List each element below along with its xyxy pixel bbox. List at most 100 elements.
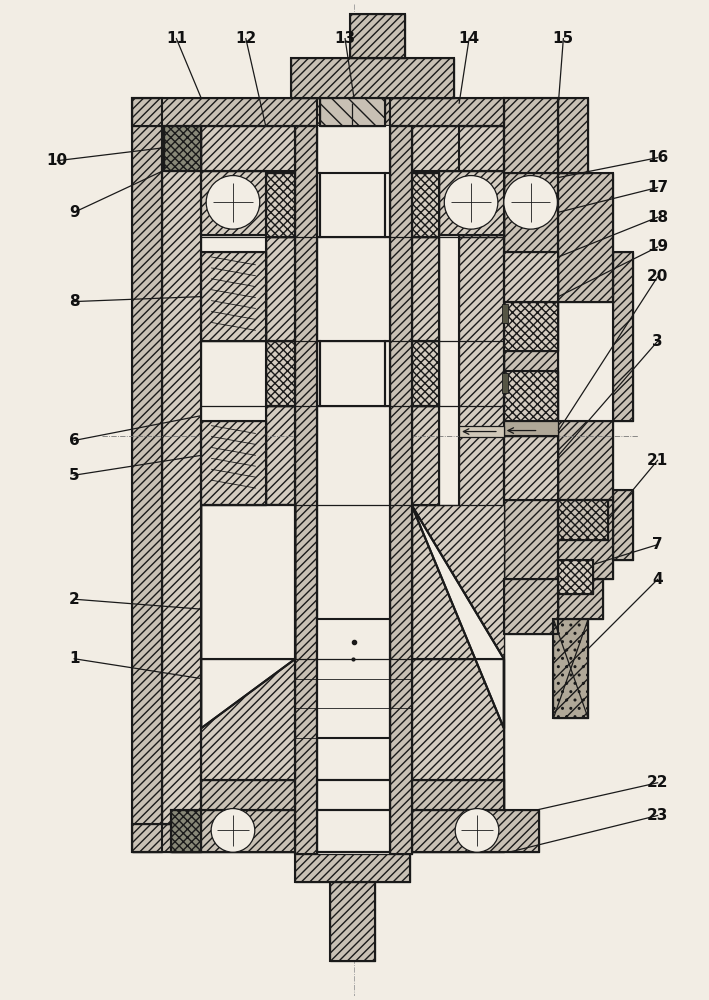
Bar <box>330 882 375 961</box>
Text: 23: 23 <box>647 808 669 823</box>
Bar <box>504 465 559 619</box>
Bar <box>504 98 559 173</box>
Bar <box>296 126 318 854</box>
Text: 4: 4 <box>652 572 663 587</box>
Bar <box>201 252 266 341</box>
Bar <box>172 810 201 852</box>
Bar <box>201 659 504 780</box>
Bar <box>172 810 539 852</box>
Bar <box>459 126 504 824</box>
Bar <box>559 579 603 619</box>
Polygon shape <box>411 505 504 728</box>
Text: 22: 22 <box>647 775 669 790</box>
Bar <box>504 465 559 619</box>
Bar <box>320 173 385 237</box>
Bar <box>266 173 320 237</box>
Bar <box>440 171 504 235</box>
Text: 9: 9 <box>69 205 79 220</box>
Bar <box>320 341 385 406</box>
Bar <box>385 341 440 406</box>
Bar <box>266 237 440 341</box>
Bar <box>266 341 320 406</box>
Bar <box>504 252 559 302</box>
Bar <box>385 173 440 237</box>
Text: 19: 19 <box>647 239 668 254</box>
Text: 15: 15 <box>553 31 574 46</box>
Bar <box>320 173 385 237</box>
Bar <box>459 126 504 824</box>
Bar <box>559 421 613 500</box>
Bar <box>132 98 504 126</box>
Bar <box>320 341 385 406</box>
Text: 20: 20 <box>647 269 669 284</box>
Bar <box>201 421 266 505</box>
Bar <box>385 173 440 237</box>
Text: 8: 8 <box>69 294 79 309</box>
Bar <box>201 780 504 824</box>
Bar <box>559 579 603 619</box>
Bar <box>554 619 588 718</box>
Bar <box>504 302 559 351</box>
Bar <box>201 780 504 810</box>
Bar <box>201 780 504 810</box>
Bar <box>504 579 559 634</box>
Circle shape <box>455 809 499 852</box>
Bar <box>266 237 440 341</box>
Text: 14: 14 <box>459 31 480 46</box>
Text: 7: 7 <box>652 537 663 552</box>
Bar <box>613 252 633 421</box>
Bar <box>559 560 593 594</box>
Bar <box>504 252 559 302</box>
Circle shape <box>445 176 498 229</box>
Bar <box>320 98 385 126</box>
Bar <box>411 505 504 728</box>
Circle shape <box>211 809 255 852</box>
Bar <box>162 126 201 824</box>
Bar <box>350 14 405 58</box>
Bar <box>385 341 440 406</box>
Text: 5: 5 <box>69 468 79 483</box>
Bar <box>266 341 320 406</box>
Bar <box>502 304 508 323</box>
Text: 16: 16 <box>647 150 668 165</box>
Text: 3: 3 <box>652 334 663 349</box>
Bar <box>162 126 201 824</box>
Bar <box>296 126 318 854</box>
Bar <box>559 560 593 594</box>
Bar <box>559 421 613 500</box>
Bar <box>504 302 559 351</box>
Bar <box>559 500 613 579</box>
Bar <box>164 126 201 171</box>
Bar <box>201 126 504 171</box>
Circle shape <box>206 176 259 229</box>
Bar <box>164 126 201 171</box>
Text: 2: 2 <box>69 592 79 607</box>
Bar <box>201 126 504 171</box>
Bar <box>132 824 504 852</box>
Bar <box>201 505 296 659</box>
Bar <box>559 500 608 540</box>
Bar <box>320 98 385 126</box>
Bar <box>504 98 559 465</box>
Bar <box>504 436 559 500</box>
Bar <box>554 619 588 718</box>
Bar <box>296 852 410 882</box>
Text: 21: 21 <box>647 453 668 468</box>
Bar <box>172 810 201 852</box>
Bar <box>172 810 539 852</box>
Bar <box>440 171 504 235</box>
Bar <box>291 58 454 98</box>
Bar <box>613 252 633 421</box>
Bar <box>504 579 559 634</box>
Bar <box>559 500 613 579</box>
Bar <box>132 824 504 852</box>
Bar <box>132 98 162 852</box>
Bar <box>318 126 390 854</box>
Bar <box>559 173 613 302</box>
Bar <box>201 421 266 505</box>
Bar <box>266 406 440 505</box>
Bar <box>201 171 266 235</box>
Bar <box>266 406 440 505</box>
Bar <box>296 852 410 882</box>
Bar <box>559 98 588 173</box>
